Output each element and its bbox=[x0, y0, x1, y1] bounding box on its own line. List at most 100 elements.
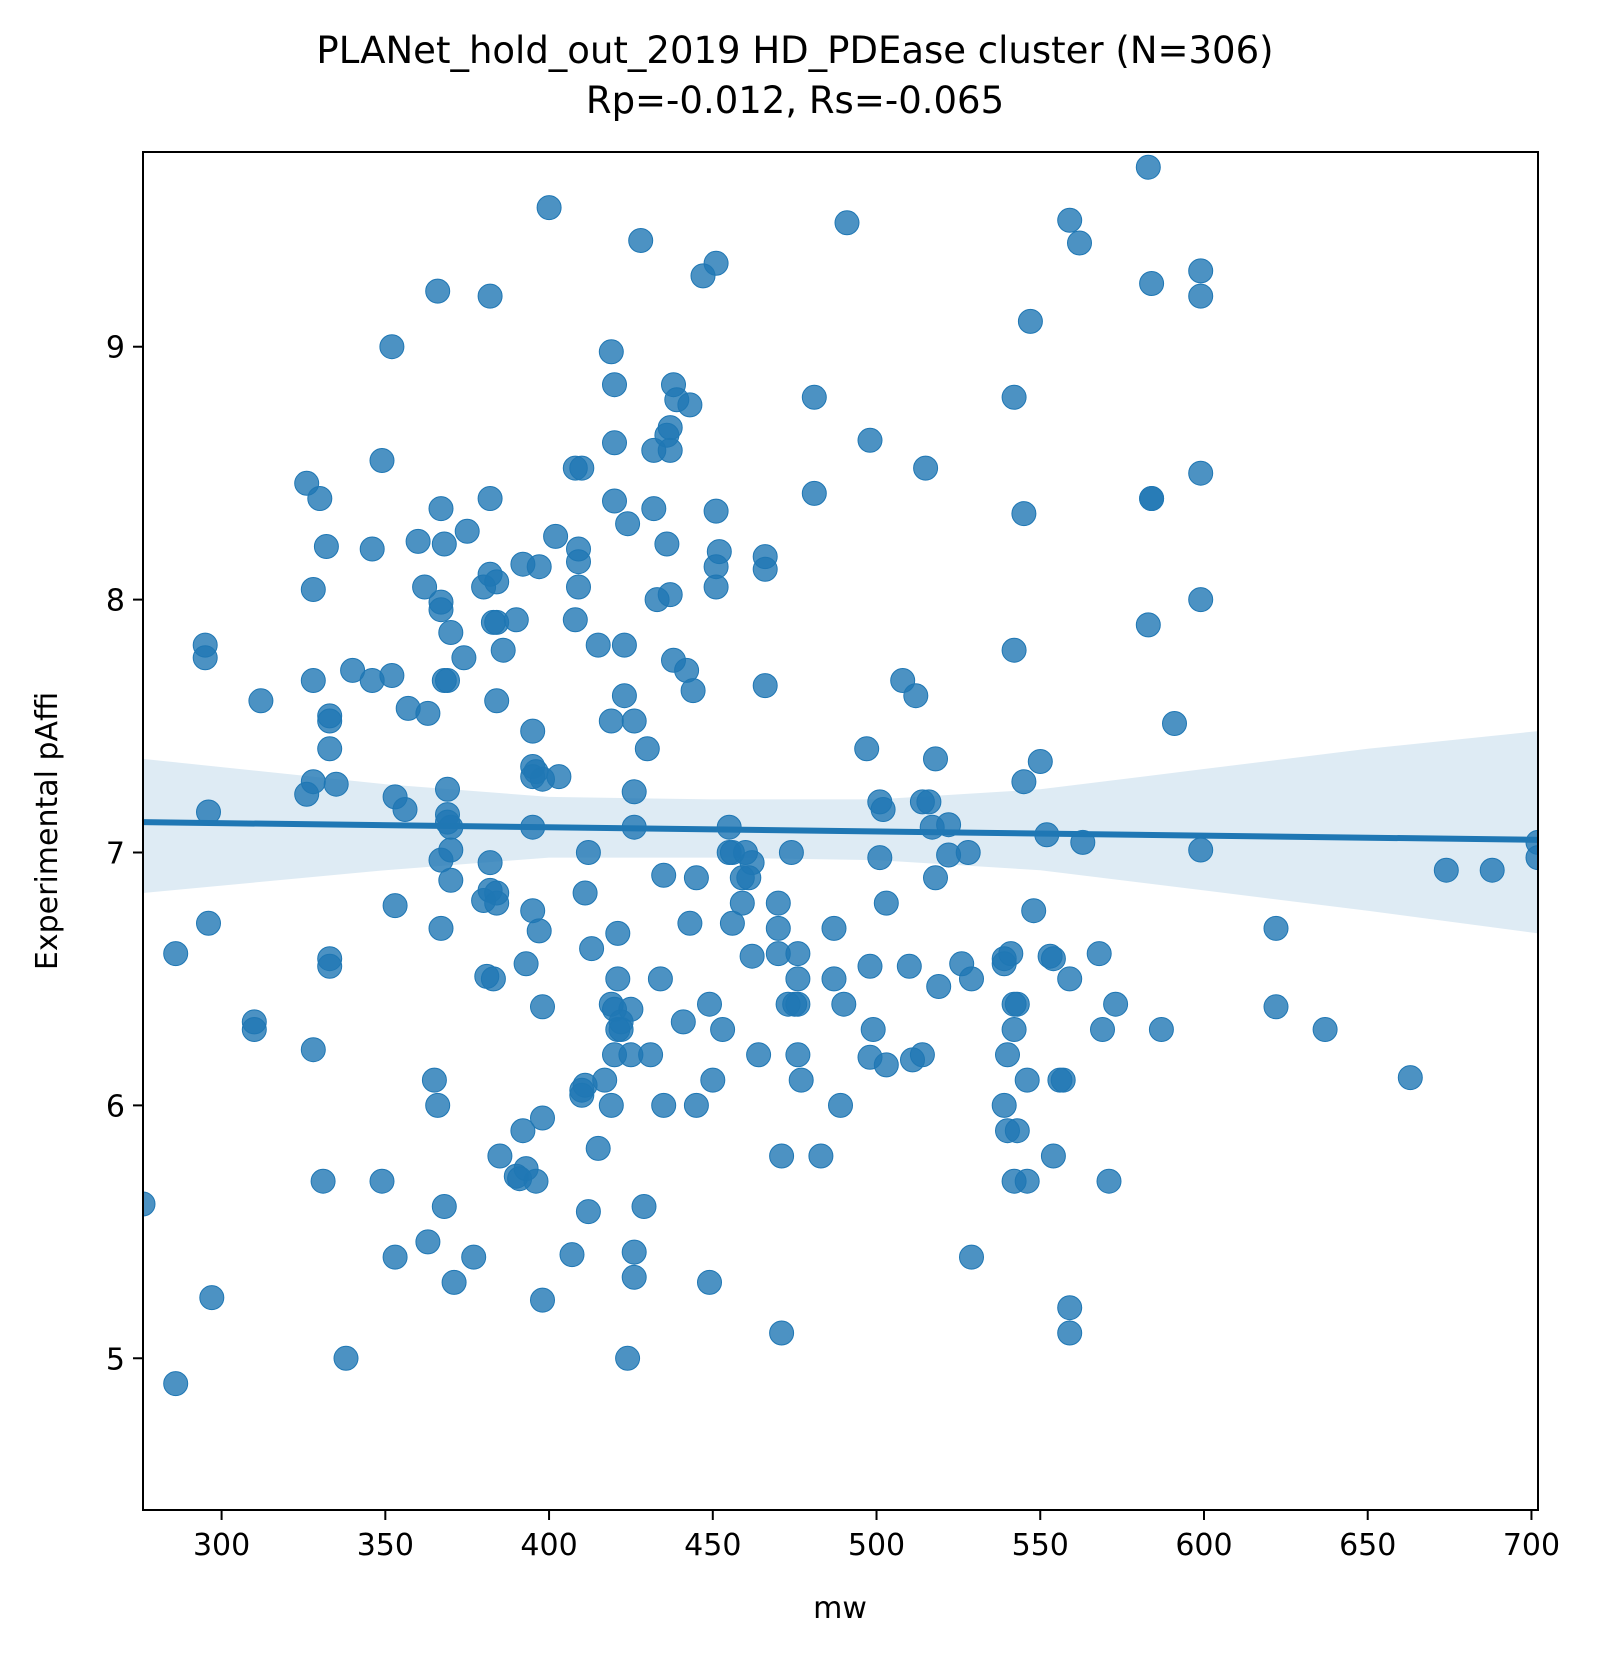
data-point bbox=[821, 966, 847, 992]
data-point bbox=[1027, 749, 1053, 774]
data-point bbox=[896, 953, 922, 979]
x-tick-label: 650 bbox=[1339, 1528, 1396, 1563]
data-point bbox=[991, 1092, 1017, 1118]
data-point bbox=[752, 556, 778, 582]
data-point bbox=[801, 480, 827, 506]
data-point bbox=[526, 918, 552, 944]
data-point bbox=[392, 797, 418, 822]
data-point bbox=[1057, 1295, 1083, 1321]
data-point bbox=[1096, 1168, 1122, 1194]
data-point bbox=[697, 991, 722, 1017]
data-point bbox=[602, 488, 627, 514]
data-point bbox=[621, 1264, 647, 1290]
data-point bbox=[369, 448, 395, 473]
data-point bbox=[1001, 637, 1027, 663]
data-point bbox=[143, 1191, 156, 1217]
data-point bbox=[530, 994, 555, 1020]
data-point bbox=[670, 1009, 696, 1035]
x-tick-label: 700 bbox=[1503, 1528, 1560, 1563]
data-point bbox=[746, 1042, 772, 1068]
x-tick-label: 550 bbox=[1012, 1528, 1069, 1563]
data-point bbox=[575, 1199, 601, 1225]
data-point bbox=[1397, 1065, 1423, 1091]
data-point bbox=[598, 708, 624, 734]
data-point bbox=[487, 1143, 513, 1169]
data-point bbox=[1067, 230, 1092, 256]
data-point bbox=[592, 1067, 618, 1093]
x-tick-label: 350 bbox=[357, 1528, 414, 1563]
data-point bbox=[379, 334, 405, 360]
data-point bbox=[657, 415, 683, 441]
data-point bbox=[657, 437, 683, 463]
data-point bbox=[598, 339, 624, 365]
data-point bbox=[1011, 769, 1037, 795]
plot-frame bbox=[142, 151, 1539, 1511]
data-point bbox=[415, 700, 441, 726]
data-point bbox=[821, 915, 847, 941]
data-point bbox=[585, 632, 611, 658]
data-point bbox=[703, 498, 729, 524]
data-point bbox=[677, 392, 703, 418]
data-point bbox=[451, 645, 477, 671]
data-point bbox=[638, 1042, 664, 1068]
y-tick-label: 7 bbox=[106, 836, 125, 871]
data-point bbox=[1004, 991, 1030, 1017]
data-point bbox=[1011, 501, 1037, 527]
data-point bbox=[1040, 946, 1066, 972]
data-point bbox=[425, 1092, 451, 1118]
data-point bbox=[1139, 486, 1165, 511]
data-point bbox=[441, 1269, 467, 1295]
data-point bbox=[808, 1143, 834, 1169]
data-point bbox=[415, 1229, 441, 1255]
data-point bbox=[683, 865, 709, 891]
data-point bbox=[621, 1239, 647, 1265]
data-point bbox=[546, 764, 572, 790]
data-point bbox=[1086, 941, 1112, 967]
data-point bbox=[651, 862, 677, 888]
data-point bbox=[435, 668, 460, 693]
data-point bbox=[480, 966, 506, 992]
data-point bbox=[585, 1135, 611, 1161]
data-point bbox=[313, 534, 339, 559]
data-point bbox=[520, 718, 546, 744]
data-point bbox=[1162, 711, 1187, 736]
data-point bbox=[1263, 915, 1289, 941]
data-point bbox=[566, 549, 591, 575]
data-point bbox=[1103, 991, 1129, 1017]
data-point bbox=[503, 607, 529, 633]
data-point bbox=[1148, 1017, 1174, 1042]
data-point bbox=[1090, 1017, 1115, 1042]
x-tick-label: 450 bbox=[684, 1528, 741, 1563]
data-point bbox=[605, 920, 631, 946]
x-axis-label: mw bbox=[813, 1591, 867, 1626]
data-point bbox=[405, 528, 431, 554]
data-point bbox=[1017, 308, 1043, 334]
data-point bbox=[867, 845, 893, 871]
data-point bbox=[769, 1320, 795, 1346]
chart-subtitle: Rp=-0.012, Rs=-0.065 bbox=[586, 79, 1004, 122]
data-point bbox=[428, 496, 454, 522]
data-point bbox=[703, 574, 729, 600]
data-point bbox=[477, 283, 503, 309]
y-tick-label: 9 bbox=[106, 331, 125, 366]
data-point bbox=[909, 1042, 935, 1068]
data-point bbox=[1057, 207, 1083, 233]
data-point bbox=[706, 539, 732, 565]
data-point bbox=[647, 966, 673, 992]
data-point bbox=[995, 1042, 1020, 1068]
data-point bbox=[490, 637, 516, 663]
data-point bbox=[569, 455, 595, 481]
data-point bbox=[697, 1269, 722, 1295]
data-point bbox=[421, 1067, 447, 1093]
data-point bbox=[575, 840, 601, 865]
data-point bbox=[680, 678, 706, 704]
data-point bbox=[1312, 1017, 1338, 1042]
data-point bbox=[1057, 966, 1083, 992]
data-point bbox=[700, 1067, 726, 1093]
data-point bbox=[241, 1017, 267, 1042]
data-point bbox=[1188, 283, 1214, 309]
data-point bbox=[788, 1067, 814, 1093]
data-point bbox=[959, 1244, 984, 1270]
data-point bbox=[438, 867, 464, 893]
data-point bbox=[605, 966, 631, 992]
